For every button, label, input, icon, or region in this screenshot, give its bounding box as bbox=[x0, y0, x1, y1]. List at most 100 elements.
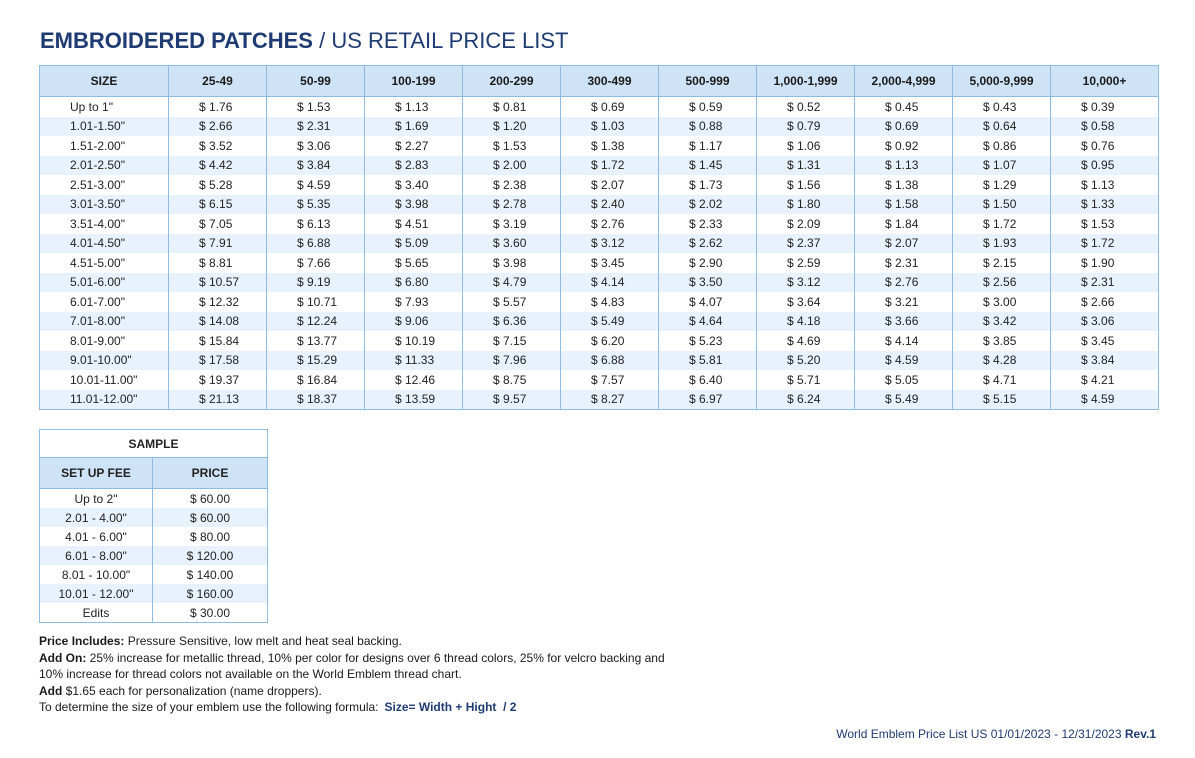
price-cell: $ 5.23 bbox=[658, 331, 757, 351]
price-cell: $ 2.66 bbox=[1050, 292, 1159, 312]
price-cell: $ 4.64 bbox=[658, 311, 757, 331]
notes-block: Price Includes: Pressure Sensitive, low … bbox=[39, 633, 665, 716]
price-header-qty: 300-499 bbox=[560, 65, 659, 97]
table-row: 4.01 - 6.00" $ 80.00 bbox=[39, 527, 269, 546]
price-cell: $ 10.71 bbox=[266, 292, 365, 312]
price-cell: $ 15.29 bbox=[266, 350, 365, 370]
price-cell: $ 6.20 bbox=[560, 331, 659, 351]
price-header-qty: 2,000-4,999 bbox=[854, 65, 953, 97]
price-cell: $ 7.15 bbox=[462, 331, 561, 351]
price-cell: $ 15.84 bbox=[168, 331, 267, 351]
size-cell: 2.01-2.50" bbox=[39, 155, 169, 175]
price-cell: $ 1.33 bbox=[1050, 194, 1159, 214]
price-cell: $ 3.42 bbox=[952, 311, 1051, 331]
price-cell: $ 1.72 bbox=[560, 155, 659, 175]
sample-table: SAMPLE SET UP FEE PRICE Up to 2" $ 60.00 2… bbox=[38, 429, 269, 623]
size-cell: Up to 1" bbox=[39, 96, 169, 117]
note-add-label: Add bbox=[39, 683, 63, 698]
price-cell: $ 12.32 bbox=[168, 292, 267, 312]
size-cell: 4.01-4.50" bbox=[39, 233, 169, 253]
price-cell: $ 3.12 bbox=[560, 233, 659, 253]
price-cell: $ 0.92 bbox=[854, 136, 953, 156]
price-cell: $ 5.81 bbox=[658, 350, 757, 370]
price-cell: $ 2.07 bbox=[560, 175, 659, 195]
price-cell: $ 19.37 bbox=[168, 370, 267, 390]
price-header-qty: 10,000+ bbox=[1050, 65, 1159, 97]
price-cell: $ 4.42 bbox=[168, 155, 267, 175]
price-cell: $ 9.06 bbox=[364, 311, 463, 331]
price-cell: $ 2.02 bbox=[658, 194, 757, 214]
size-cell: 1.01-1.50" bbox=[39, 116, 169, 136]
price-cell: $ 8.27 bbox=[560, 389, 659, 410]
table-row: 2.51-3.00" $ 5.28 $ 4.59 $ 3.40 $ 2.38 $ 2.07… bbox=[39, 175, 1159, 195]
price-cell: $ 1.38 bbox=[854, 175, 953, 195]
price-cell: $ 1.53 bbox=[266, 96, 365, 117]
sample-header-price: PRICE bbox=[151, 457, 269, 489]
price-header-qty: 100-199 bbox=[364, 65, 463, 97]
page-title-main: EMBROIDERED PATCHES bbox=[40, 28, 313, 53]
price-cell: $ 0.64 bbox=[952, 116, 1051, 136]
price-cell: $ 6.88 bbox=[266, 233, 365, 253]
price-cell: $ 5.57 bbox=[462, 292, 561, 312]
note-add-text: $1.65 each for personalization (name dro… bbox=[62, 683, 322, 698]
price-cell: $ 2.00 bbox=[462, 155, 561, 175]
price-cell: $ 1.56 bbox=[756, 175, 855, 195]
size-cell: 7.01-8.00" bbox=[39, 311, 169, 331]
price-cell: $ 10.19 bbox=[364, 331, 463, 351]
price-cell: $ 6.13 bbox=[266, 214, 365, 234]
setup-size-cell: Edits bbox=[39, 603, 153, 623]
price-cell: $ 5.65 bbox=[364, 253, 463, 273]
table-row: 2.01 - 4.00" $ 60.00 bbox=[39, 508, 269, 527]
price-cell: $ 3.06 bbox=[1050, 311, 1159, 331]
price-cell: $ 7.05 bbox=[168, 214, 267, 234]
price-cell: $ 3.64 bbox=[756, 292, 855, 312]
price-header-qty: 500-999 bbox=[658, 65, 757, 97]
price-cell: $ 3.50 bbox=[658, 272, 757, 292]
price-cell: $ 1.72 bbox=[1050, 233, 1159, 253]
price-cell: $ 5.49 bbox=[560, 311, 659, 331]
note-price-includes-label: Price Includes: bbox=[39, 634, 125, 648]
price-cell: $ 11.33 bbox=[364, 350, 463, 370]
size-cell: 3.01-3.50" bbox=[39, 194, 169, 214]
price-cell: $ 1.13 bbox=[364, 96, 463, 117]
price-cell: $ 5.05 bbox=[854, 370, 953, 390]
price-cell: $ 2.76 bbox=[854, 272, 953, 292]
price-cell: $ 0.43 bbox=[952, 96, 1051, 117]
price-cell: $ 1.80 bbox=[756, 194, 855, 214]
price-cell: $ 1.38 bbox=[560, 136, 659, 156]
note-add: Add $1.65 each for personalization (name… bbox=[39, 683, 665, 700]
price-cell: $ 9.57 bbox=[462, 389, 561, 410]
price-header-qty: 1,000-1,999 bbox=[756, 65, 855, 97]
setup-price-cell: $ 80.00 bbox=[151, 527, 269, 546]
price-cell: $ 2.83 bbox=[364, 155, 463, 175]
price-cell: $ 1.53 bbox=[462, 136, 561, 156]
price-cell: $ 7.93 bbox=[364, 292, 463, 312]
price-cell: $ 4.18 bbox=[756, 311, 855, 331]
setup-price-cell: $ 60.00 bbox=[151, 508, 269, 527]
table-row: 4.01-4.50" $ 7.91 $ 6.88 $ 5.09 $ 3.60 $ 3.12… bbox=[39, 233, 1159, 253]
price-cell: $ 16.84 bbox=[266, 370, 365, 390]
price-cell: $ 3.98 bbox=[364, 194, 463, 214]
table-row: Edits $ 30.00 bbox=[39, 603, 269, 623]
price-header-qty: 25-49 bbox=[168, 65, 267, 97]
price-cell: $ 12.24 bbox=[266, 311, 365, 331]
footer-text: World Emblem Price List US 01/01/2023 - … bbox=[836, 727, 1125, 741]
price-cell: $ 3.85 bbox=[952, 331, 1051, 351]
price-cell: $ 1.31 bbox=[756, 155, 855, 175]
price-cell: $ 4.14 bbox=[854, 331, 953, 351]
price-cell: $ 0.88 bbox=[658, 116, 757, 136]
price-cell: $ 4.59 bbox=[854, 350, 953, 370]
note-add-on-label: Add On: bbox=[39, 650, 87, 665]
price-cell: $ 1.20 bbox=[462, 116, 561, 136]
price-table-header-row: SIZE 25-49 50-99 100-199 200-299 300-499 500-9… bbox=[39, 65, 1159, 97]
setup-price-cell: $ 60.00 bbox=[151, 488, 269, 508]
price-cell: $ 3.40 bbox=[364, 175, 463, 195]
price-cell: $ 1.13 bbox=[1050, 175, 1159, 195]
price-cell: $ 0.58 bbox=[1050, 116, 1159, 136]
price-cell: $ 0.76 bbox=[1050, 136, 1159, 156]
price-cell: $ 7.66 bbox=[266, 253, 365, 273]
price-cell: $ 5.71 bbox=[756, 370, 855, 390]
price-cell: $ 1.07 bbox=[952, 155, 1051, 175]
price-cell: $ 2.38 bbox=[462, 175, 561, 195]
price-header-size: SIZE bbox=[39, 65, 169, 97]
